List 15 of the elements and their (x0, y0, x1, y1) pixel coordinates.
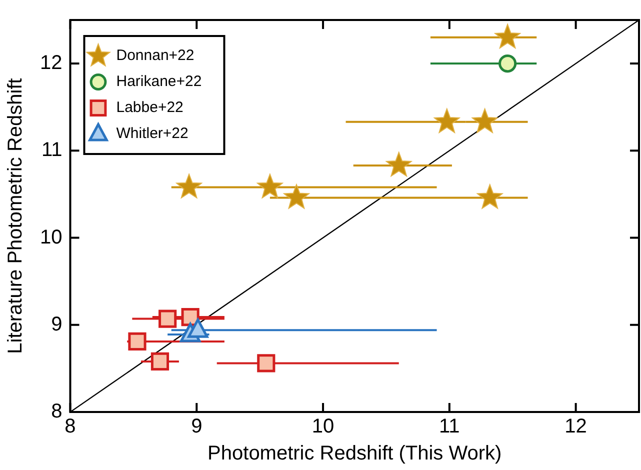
y-tick-label: 11 (41, 139, 62, 162)
x-tick-label: 12 (564, 416, 587, 438)
legend-label: Labbe+22 (116, 99, 184, 116)
y-tick-label: 10 (40, 226, 62, 248)
x-tick-label: 11 (439, 416, 460, 438)
y-tick-label: 12 (40, 52, 62, 74)
y-tick-label: 8 (51, 400, 62, 423)
x-tick-label: 9 (191, 416, 202, 438)
legend-label: Donnan+22 (116, 47, 194, 64)
x-tick-label: 10 (312, 416, 334, 438)
legend-label: Whitler+22 (116, 125, 188, 142)
y-axis-title: Literature Photometric Redshift (4, 78, 27, 354)
y-tick-label: 9 (51, 313, 62, 336)
x-axis-title: Photometric Redshift (This Work) (208, 442, 502, 465)
legend-label: Harikane+22 (116, 73, 202, 90)
